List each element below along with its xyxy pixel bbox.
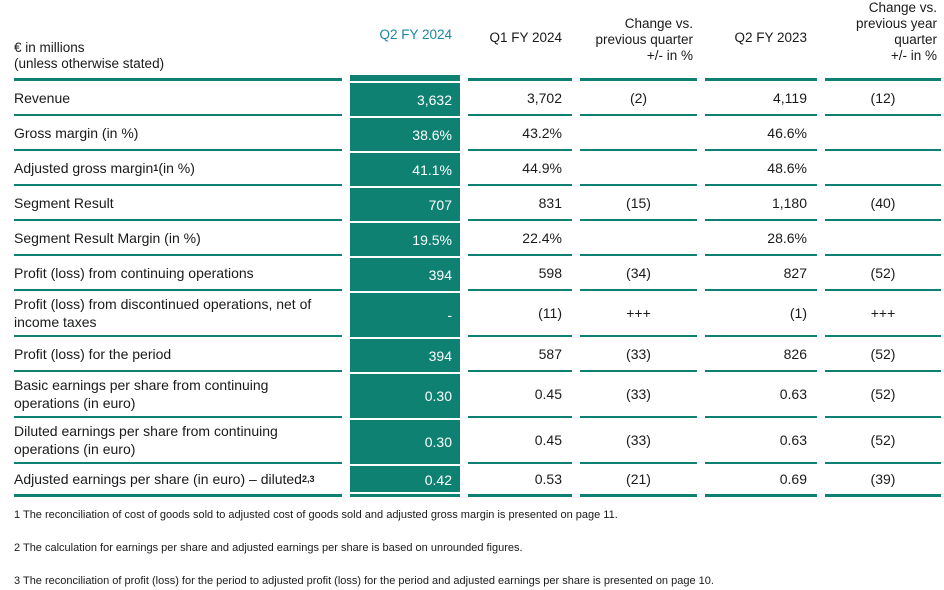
row-label: Segment Result Margin (in %) (14, 221, 342, 256)
cell-change-year: (52) (825, 418, 941, 464)
cell-q2fy23: (1) (705, 291, 817, 337)
cell-q1fy24: 0.45 (468, 372, 572, 418)
table-row: Diluted earnings per share from continui… (14, 418, 941, 464)
cell-change-year: (39) (825, 464, 941, 497)
cell-q1fy24: 0.53 (468, 464, 572, 497)
cell-change-year: +++ (825, 291, 941, 337)
cell-change-year: (12) (825, 81, 941, 116)
footnote-1: 1 The reconciliation of cost of goods so… (14, 509, 618, 521)
cell-q2fy24: 0.42 (350, 464, 460, 497)
cell-q2fy23: 0.69 (705, 464, 817, 497)
row-label: Gross margin (in %) (14, 116, 342, 151)
cell-q2fy23: 0.63 (705, 372, 817, 418)
table-row: Basic earnings per share from continuing… (14, 372, 941, 418)
table-row: Adjusted earnings per share (in euro) – … (14, 464, 941, 497)
cell-q1fy24: 0.45 (468, 418, 572, 464)
cell-q1fy24: 44.9% (468, 151, 572, 186)
table-row: Revenue 3,632 3,702 (2) 4,119 (12) (14, 81, 941, 116)
row-label: Revenue (14, 81, 342, 116)
footnotes-section: 1 The reconciliation of cost of goods so… (14, 508, 941, 588)
cell-change-year (825, 221, 941, 256)
cell-q1fy24: 3,702 (468, 81, 572, 116)
cell-q2fy23: 826 (705, 337, 817, 372)
cell-q1fy24: 587 (468, 337, 572, 372)
cell-change-quarter: (2) (580, 81, 697, 116)
table-row: Gross margin (in %) 38.6% 43.2% 46.6% (14, 116, 941, 151)
cell-change-year: (52) (825, 337, 941, 372)
cell-change-year: (52) (825, 256, 941, 291)
cell-q2fy23: 827 (705, 256, 817, 291)
row-label: Profit (loss) for the period (14, 337, 342, 372)
cell-q2fy24: - (350, 291, 460, 337)
cell-change-quarter: (21) (580, 464, 697, 497)
table-row: Profit (loss) from discontinued operatio… (14, 291, 941, 337)
cell-q2fy23: 46.6% (705, 116, 817, 151)
row-label: Profit (loss) from discontinued operatio… (14, 291, 342, 337)
cell-q2fy24: 19.5% (350, 221, 460, 256)
table-header-row: € in millions (unless otherwise stated) … (14, 0, 941, 81)
cell-change-quarter: (33) (580, 372, 697, 418)
footnote-3: 3 The reconciliation of profit (loss) fo… (14, 575, 714, 587)
table-row: Adjusted gross margin 1 (in %) 41.1% 44.9… (14, 151, 941, 186)
row-label: Adjusted gross margin 1 (in %) (14, 151, 342, 186)
cell-q1fy24: 598 (468, 256, 572, 291)
column-header-change-prev-year-quarter: Change vs. previous year quarter +/- in … (825, 0, 941, 81)
cell-q1fy24: 831 (468, 186, 572, 221)
cell-change-year: (40) (825, 186, 941, 221)
table-row: Profit (loss) for the period 394 587 (33… (14, 337, 941, 372)
cell-change-quarter: (33) (580, 337, 697, 372)
cell-change-quarter (580, 151, 697, 186)
row-label: Profit (loss) from continuing operations (14, 256, 342, 291)
cell-q2fy24: 707 (350, 186, 460, 221)
cell-q2fy23: 28.6% (705, 221, 817, 256)
cell-q2fy23: 1,180 (705, 186, 817, 221)
column-header-q1-fy2024: Q1 FY 2024 (468, 0, 572, 81)
column-header-q2-fy2023: Q2 FY 2023 (705, 0, 817, 81)
cell-q2fy24: 41.1% (350, 151, 460, 186)
column-header-change-prev-quarter: Change vs. previous quarter +/- in % (580, 0, 697, 81)
cell-change-year (825, 116, 941, 151)
cell-change-year (825, 151, 941, 186)
cell-q2fy23: 4,119 (705, 81, 817, 116)
row-label: Basic earnings per share from continuing… (14, 372, 342, 418)
cell-change-quarter (580, 116, 697, 151)
cell-change-year: (52) (825, 372, 941, 418)
cell-change-quarter: (34) (580, 256, 697, 291)
cell-change-quarter: (33) (580, 418, 697, 464)
cell-change-quarter: +++ (580, 291, 697, 337)
cell-q2fy24: 394 (350, 256, 460, 291)
cell-q2fy24: 3,632 (350, 81, 460, 116)
cell-change-quarter: (15) (580, 186, 697, 221)
column-header-q2-fy2024: Q2 FY 2024 (350, 0, 460, 81)
row-label: Adjusted earnings per share (in euro) – … (14, 464, 342, 497)
row-label: Segment Result (14, 186, 342, 221)
table-row: Profit (loss) from continuing operations… (14, 256, 941, 291)
unit-header: € in millions (unless otherwise stated) (14, 0, 342, 81)
table-row: Segment Result 707 831 (15) 1,180 (40) (14, 186, 941, 221)
table-row: Segment Result Margin (in %) 19.5% 22.4%… (14, 221, 941, 256)
cell-q1fy24: 22.4% (468, 221, 572, 256)
unit-line-2: (unless otherwise stated) (14, 56, 165, 71)
cell-q2fy24: 0.30 (350, 418, 460, 464)
cell-q2fy24: 0.30 (350, 372, 460, 418)
unit-line-1: € in millions (14, 40, 85, 55)
cell-q2fy23: 0.63 (705, 418, 817, 464)
cell-change-quarter (580, 221, 697, 256)
cell-q1fy24: (11) (468, 291, 572, 337)
cell-q2fy24: 38.6% (350, 116, 460, 151)
cell-q1fy24: 43.2% (468, 116, 572, 151)
row-label: Diluted earnings per share from continui… (14, 418, 342, 464)
cell-q2fy23: 48.6% (705, 151, 817, 186)
footnote-2: 2 The calculation for earnings per share… (14, 542, 523, 554)
cell-q2fy24: 394 (350, 337, 460, 372)
